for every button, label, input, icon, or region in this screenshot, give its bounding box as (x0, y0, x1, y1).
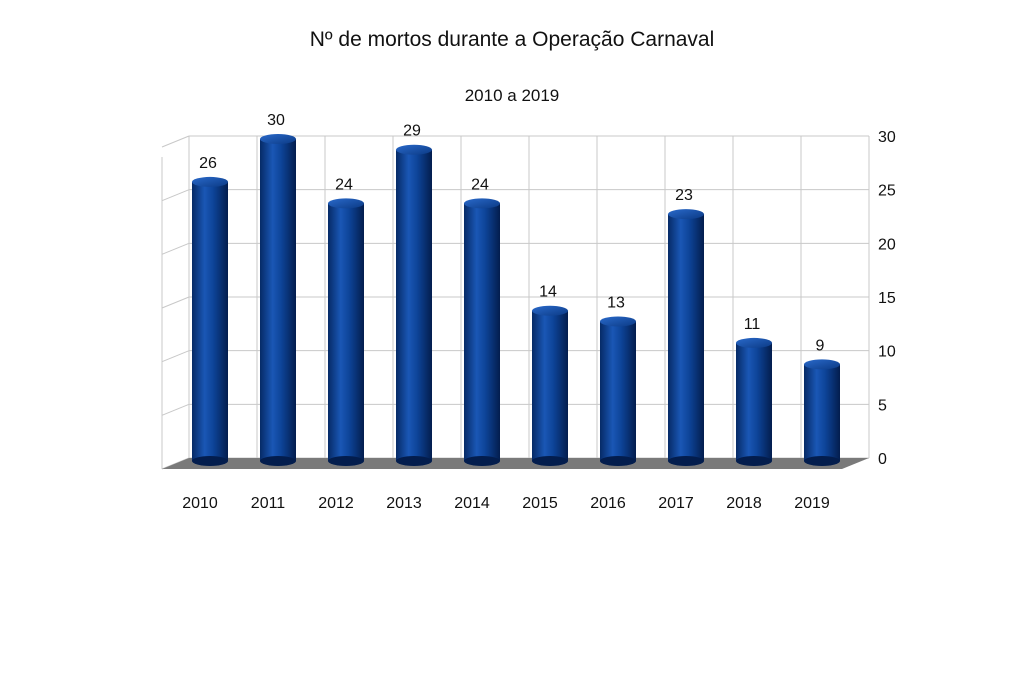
x-tick-label: 2017 (658, 495, 694, 512)
chart-title: Nº de mortos durante a Operação Carnaval (309, 28, 715, 51)
bar-2017 (668, 209, 704, 466)
gridline-side (161, 350, 190, 363)
bar-body (532, 310, 568, 461)
bars (192, 134, 840, 466)
labels: 0 5 10 15 20 25 30 26 2010 30 2011 24 2012 29 2013 24 20… (182, 112, 896, 512)
bar-base (192, 456, 228, 466)
bar-body (736, 342, 772, 461)
grid (161, 135, 870, 470)
y-tick-label: 30 (878, 129, 896, 146)
bar-base (532, 456, 568, 466)
bar-top (328, 198, 364, 209)
gridline-side (161, 296, 190, 309)
bar-2012 (328, 198, 364, 466)
bar-base (600, 456, 636, 466)
bar-body (396, 149, 432, 461)
data-label: 24 (471, 176, 489, 193)
y-tick-label: 15 (878, 290, 896, 307)
x-tick-label: 2013 (386, 495, 422, 512)
bar-top (600, 316, 636, 327)
x-tick-label: 2011 (251, 495, 286, 512)
bar-base (464, 456, 500, 466)
data-label: 13 (607, 294, 625, 311)
y-tick-label: 10 (878, 344, 896, 361)
data-label: 9 (816, 337, 825, 354)
bar-base (668, 456, 704, 466)
gridline-side (161, 135, 190, 148)
bar-top (668, 209, 704, 220)
bar-2015 (532, 305, 568, 466)
bar-top (464, 198, 500, 209)
data-label: 26 (199, 155, 217, 172)
y-tick-label: 0 (878, 451, 887, 468)
x-tick-label: 2016 (590, 495, 626, 512)
y-tick-label: 20 (878, 236, 896, 253)
bar-body (260, 139, 296, 461)
bar-body (804, 364, 840, 461)
bar-top (192, 176, 228, 187)
gridline-side (161, 242, 190, 255)
bar-base (804, 456, 840, 466)
data-label: 23 (675, 187, 693, 204)
bar-2016 (600, 316, 636, 466)
bar-2019 (804, 359, 840, 466)
y-tick-label: 5 (878, 397, 887, 414)
data-label: 24 (335, 176, 353, 193)
gridline-side (161, 189, 190, 202)
gridline-side (161, 403, 190, 416)
bar-top (532, 305, 568, 316)
y-tick-label: 25 (878, 183, 896, 200)
bar-body (328, 203, 364, 461)
bar-base (396, 456, 432, 466)
bar-2013 (396, 144, 432, 466)
bar-top (260, 134, 296, 144)
chart-subtitle: 2010 a 2019 (464, 86, 560, 105)
x-tick-label: 2019 (794, 495, 830, 512)
data-label: 11 (744, 316, 761, 333)
x-tick-label: 2012 (318, 495, 354, 512)
bar-2014 (464, 198, 500, 466)
bar-top (804, 359, 840, 370)
data-label: 14 (539, 284, 557, 301)
bar-base (260, 456, 296, 466)
bar-body (668, 214, 704, 461)
bar-2018 (736, 337, 772, 466)
x-tick-label: 2010 (182, 495, 218, 512)
data-label: 29 (403, 123, 421, 140)
x-tick-label: 2015 (522, 495, 558, 512)
bar-top (736, 337, 772, 348)
bar-top (396, 144, 432, 155)
bar-base (328, 456, 364, 466)
bar-2011 (260, 134, 296, 466)
bar-body (600, 321, 636, 461)
bar-base (736, 456, 772, 466)
x-tick-label: 2014 (454, 495, 490, 512)
bar-2010 (192, 176, 228, 466)
data-label: 30 (267, 112, 285, 129)
bar-body (192, 181, 228, 461)
x-tick-label: 2018 (726, 495, 762, 512)
bar-body (464, 203, 500, 461)
